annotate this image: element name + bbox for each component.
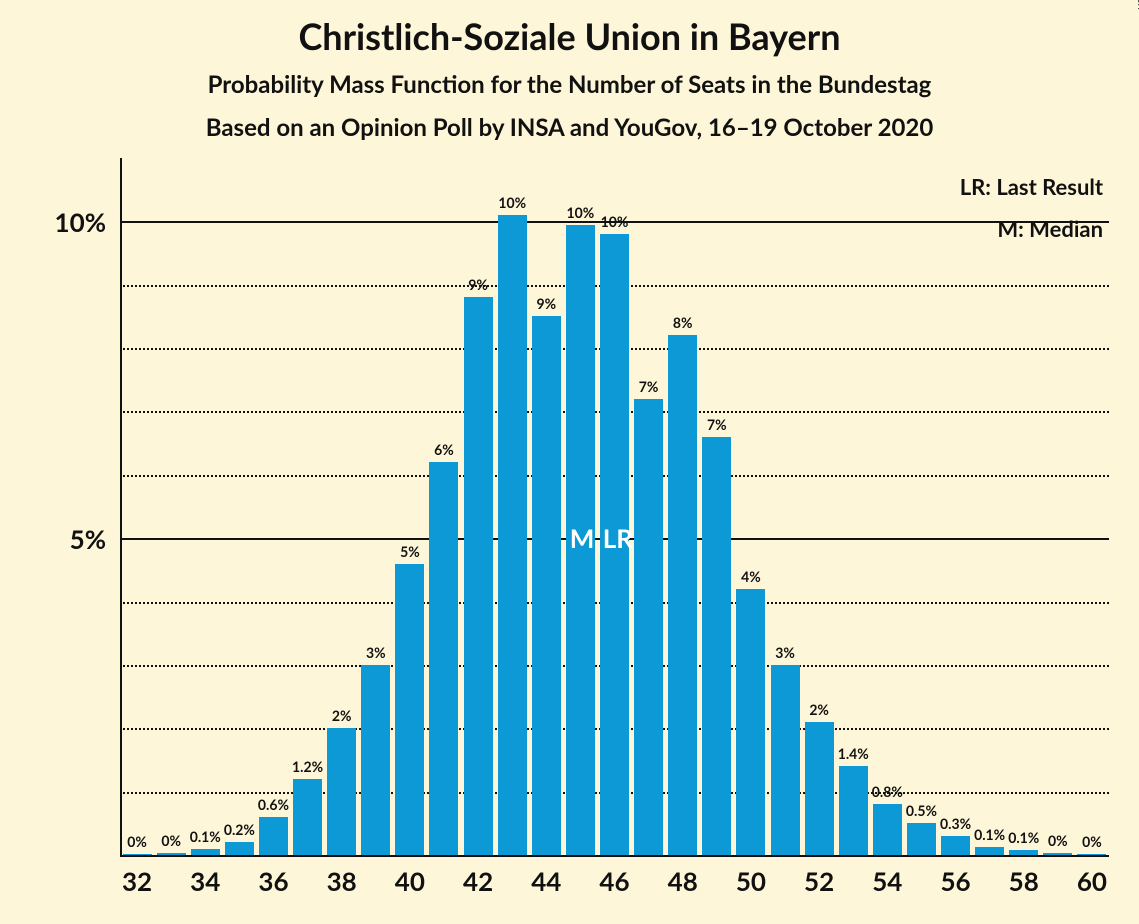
copyright-text: © 2021 Filip van Laenen	[1135, 0, 1139, 10]
bar	[668, 335, 697, 855]
bar-label: 0.1%	[190, 828, 221, 845]
bar-label: 8%	[673, 314, 693, 331]
bar-label: 0%	[1082, 833, 1102, 850]
bar-label: 0.1%	[1008, 829, 1039, 846]
bar	[225, 842, 254, 855]
legend-m: M: Median	[960, 208, 1103, 250]
bar-label: 0%	[127, 833, 147, 850]
bar-label: 0%	[161, 832, 181, 849]
bar-label: 9%	[536, 295, 556, 312]
bar-label: 7%	[639, 378, 659, 395]
bar	[259, 817, 288, 855]
x-tick-label: 34	[190, 865, 220, 897]
chart-subtitle-2: Based on an Opinion Poll by INSA and You…	[0, 113, 1139, 142]
y-axis	[120, 158, 122, 855]
plot-area: LR: Last ResultM: Median0%0%0.1%0.2%0.6%…	[120, 158, 1109, 855]
bar	[941, 836, 970, 855]
x-tick-label: 36	[258, 865, 288, 897]
bar	[873, 804, 902, 855]
bar	[464, 297, 493, 855]
bar	[361, 665, 390, 855]
x-tick-label: 42	[463, 865, 493, 897]
bar	[1009, 850, 1038, 855]
bar-label: 1.4%	[838, 745, 869, 762]
bar-label: 10%	[498, 194, 526, 211]
bar	[805, 722, 834, 855]
bar	[634, 399, 663, 855]
x-tick-label: 60	[1077, 865, 1107, 897]
x-tick-label: 56	[940, 865, 970, 897]
x-tick-label: 58	[1009, 865, 1039, 897]
x-tick-label: 44	[531, 865, 561, 897]
last-result-marker: LR	[603, 522, 633, 554]
bar	[702, 437, 731, 855]
bar-label: 10%	[601, 213, 629, 230]
bar	[157, 853, 186, 855]
bar-label: 0.8%	[872, 783, 903, 800]
bar-label: 2%	[809, 701, 829, 718]
x-axis	[120, 855, 1109, 857]
bar	[293, 779, 322, 855]
legend-lr: LR: Last Result	[960, 166, 1103, 208]
x-tick-label: 40	[395, 865, 425, 897]
y-tick-label: 10%	[55, 206, 106, 238]
bar-label: 3%	[366, 644, 386, 661]
legend: LR: Last ResultM: Median	[960, 166, 1103, 250]
x-tick-label: 50	[736, 865, 766, 897]
x-tick-label: 52	[804, 865, 834, 897]
bar-label: 1.2%	[292, 758, 323, 775]
bar-label: 0.3%	[940, 815, 971, 832]
bar-label: 9%	[468, 276, 488, 293]
bar	[839, 766, 868, 855]
bar	[123, 854, 152, 855]
bar-label: 0.5%	[906, 802, 937, 819]
x-tick-label: 48	[668, 865, 698, 897]
bar	[907, 823, 936, 855]
y-tick-label: 5%	[70, 523, 106, 555]
x-tick-label: 32	[122, 865, 152, 897]
median-marker: M	[570, 522, 595, 554]
bar	[395, 564, 424, 855]
bar-label: 6%	[434, 441, 454, 458]
bar	[429, 462, 458, 855]
bar-label: 2%	[332, 707, 352, 724]
bar	[771, 665, 800, 855]
bar-label: 0.1%	[974, 826, 1005, 843]
bar	[736, 589, 765, 855]
bar	[191, 849, 220, 855]
chart-title: Christlich-Soziale Union in Bayern	[0, 14, 1139, 58]
bar	[1077, 854, 1106, 855]
x-tick-label: 46	[599, 865, 629, 897]
bar	[327, 728, 356, 855]
bar	[498, 215, 527, 855]
bar-label: 0.2%	[224, 821, 255, 838]
bar-label: 10%	[567, 204, 595, 221]
bar-label: 0.6%	[258, 796, 289, 813]
bar-label: 5%	[400, 543, 420, 560]
x-tick-label: 38	[327, 865, 357, 897]
bar-label: 7%	[707, 416, 727, 433]
chart-subtitle-1: Probability Mass Function for the Number…	[0, 70, 1139, 99]
bar-label: 3%	[775, 644, 795, 661]
bar	[1043, 853, 1072, 855]
bar-label: 0%	[1048, 832, 1068, 849]
x-tick-label: 54	[872, 865, 902, 897]
bar	[975, 847, 1004, 855]
bar	[532, 316, 561, 855]
bar-label: 4%	[741, 568, 761, 585]
